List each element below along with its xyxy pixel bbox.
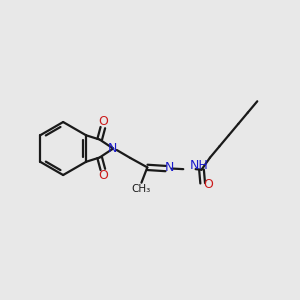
- Text: NH: NH: [190, 159, 208, 172]
- Text: CH₃: CH₃: [132, 184, 151, 194]
- Text: O: O: [98, 169, 108, 182]
- Text: N: N: [108, 142, 117, 155]
- Text: N: N: [165, 161, 174, 174]
- Text: O: O: [98, 115, 108, 128]
- Text: O: O: [204, 178, 214, 191]
